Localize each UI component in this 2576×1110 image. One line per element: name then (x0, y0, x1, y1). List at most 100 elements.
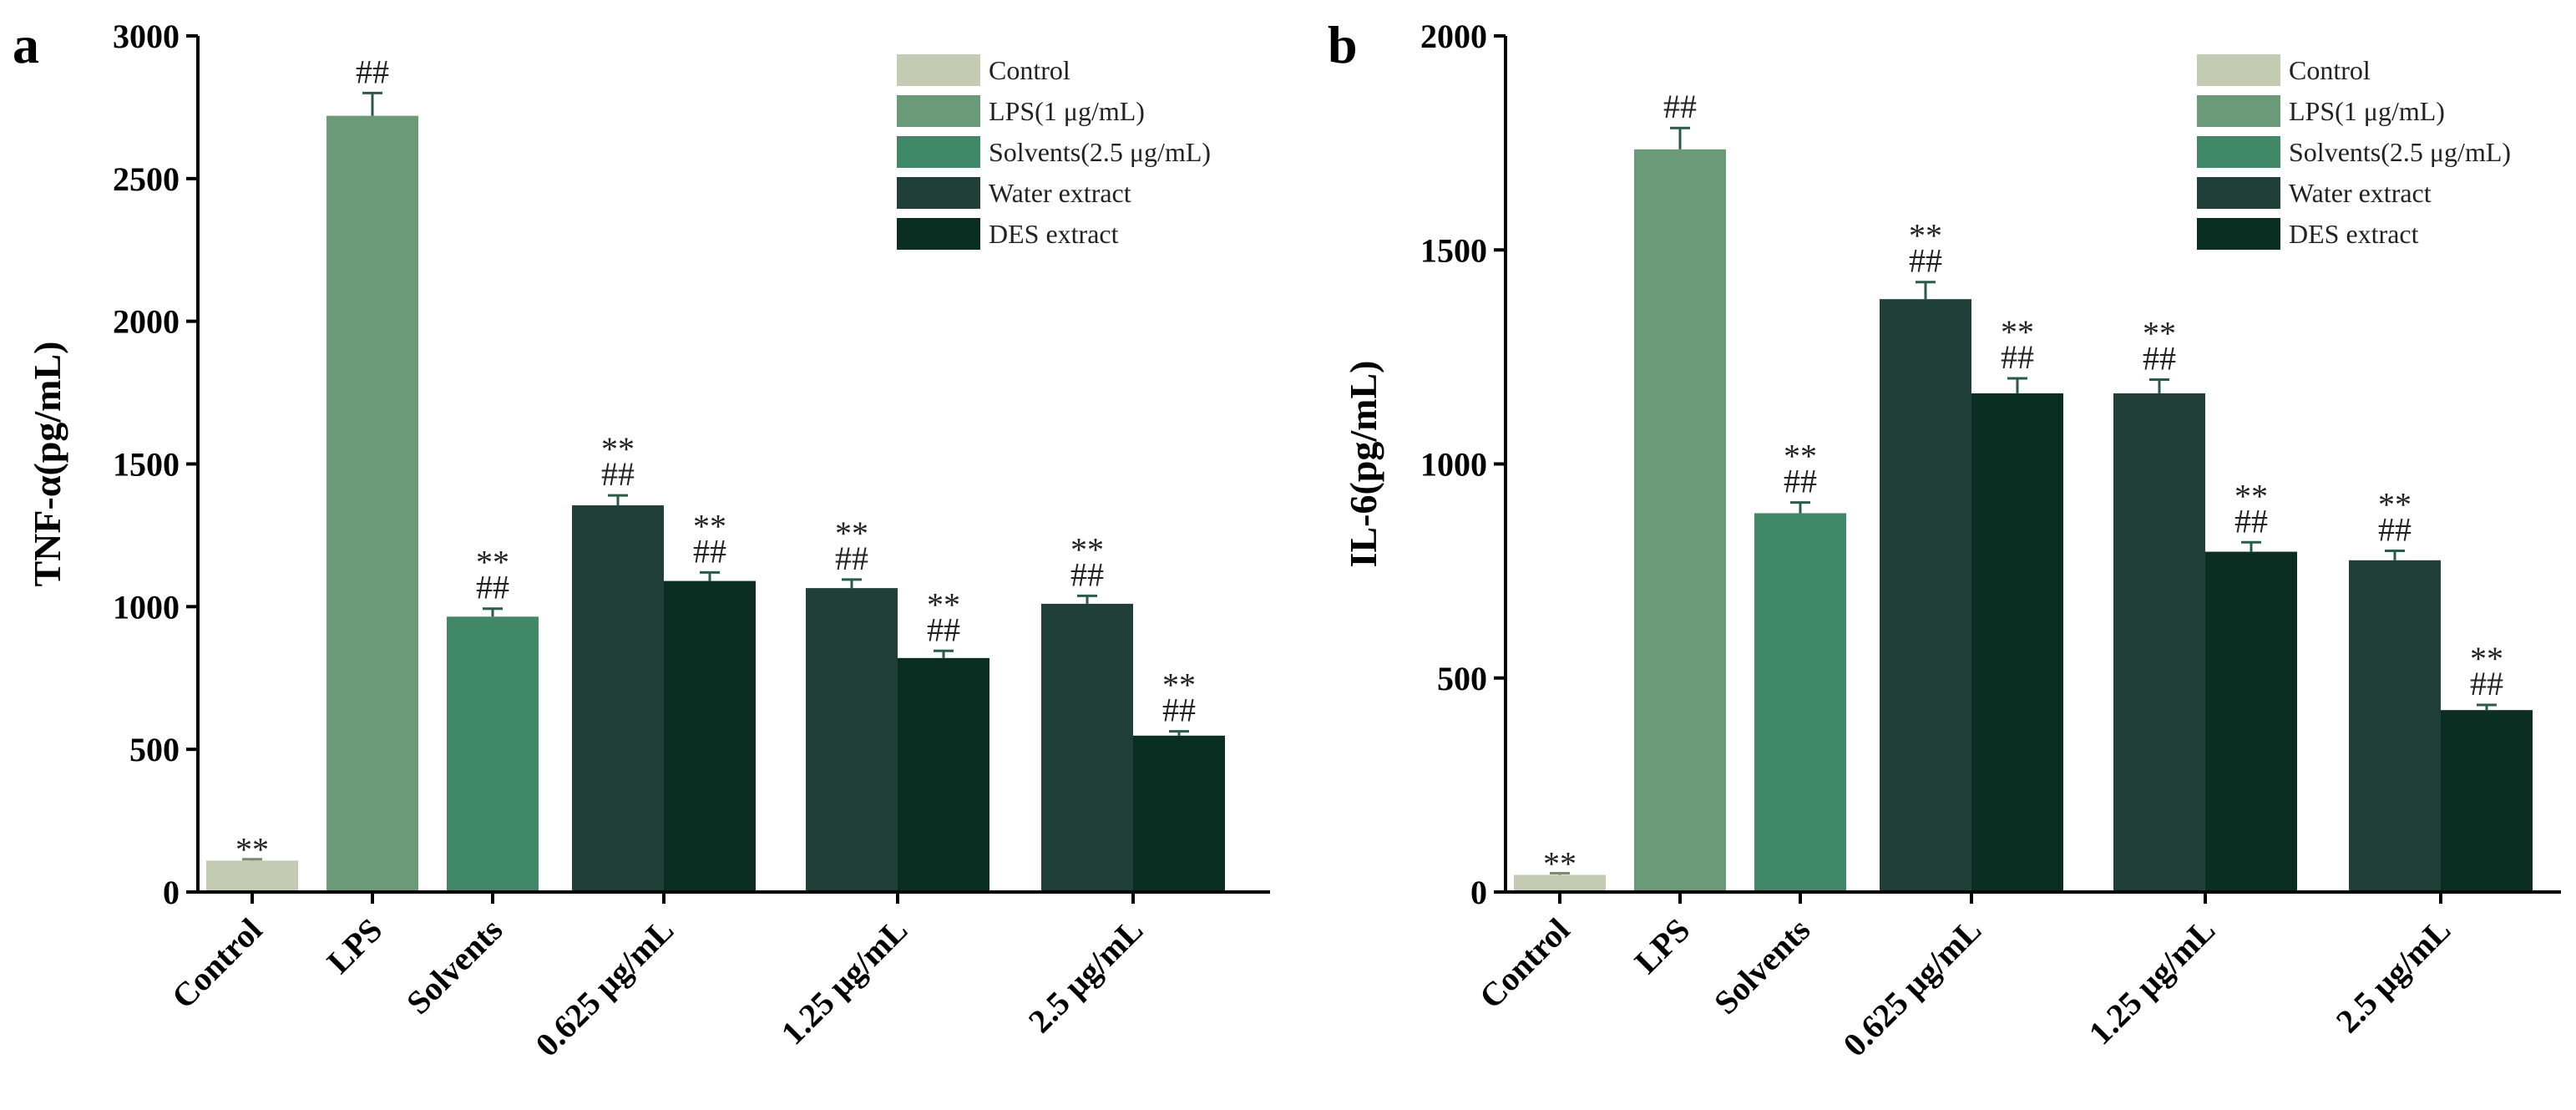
y-tick-label: 0 (163, 874, 180, 911)
y-tick-label: 3000 (113, 18, 180, 55)
significance-label: ## (1909, 242, 1942, 280)
y-tick-label: 0 (1470, 874, 1487, 911)
bar (206, 860, 298, 892)
significance-label: ## (1784, 463, 1817, 500)
y-tick-label: 2000 (113, 303, 180, 341)
bar (572, 505, 664, 892)
bar (898, 657, 989, 892)
significance-label: ## (835, 540, 868, 577)
bar (1971, 393, 2063, 892)
panel-letter: b (1328, 15, 1358, 74)
legend-swatch (897, 218, 980, 250)
significance-label: ** (927, 585, 960, 623)
y-tick-label: 500 (1437, 660, 1487, 697)
legend-swatch (897, 177, 980, 209)
significance-label: ## (1663, 88, 1697, 125)
legend-label: Water extract (989, 178, 1131, 208)
y-tick-label: 1000 (113, 588, 180, 626)
bar (806, 588, 898, 892)
significance-label: ** (835, 514, 868, 552)
legend-swatch (2197, 177, 2280, 209)
bar (447, 616, 539, 892)
y-tick-label: 2000 (1420, 18, 1487, 55)
significance-label: ## (356, 53, 389, 90)
x-tick-label: Control (164, 911, 270, 1016)
x-tick-label: 2.5 μg/mL (1021, 911, 1151, 1041)
x-tick-label: Solvents (399, 911, 509, 1021)
significance-label: ## (2378, 511, 2412, 549)
y-tick-label: 2500 (113, 160, 180, 198)
legend-swatch (2197, 95, 2280, 127)
significance-label: ## (2143, 340, 2176, 378)
bar (1133, 735, 1225, 892)
significance-label: ## (1070, 555, 1104, 593)
significance-label: ## (2234, 502, 2268, 540)
significance-label: ## (476, 569, 509, 606)
y-tick-label: 500 (129, 731, 180, 768)
legend-label: Control (989, 55, 1070, 85)
bar (1041, 603, 1133, 892)
x-tick-label: 0.625 μg/mL (1835, 911, 1988, 1064)
significance-label: ** (2234, 477, 2268, 514)
panel-a: a**##**##**##**## **##**##**##**##0500100… (13, 15, 1270, 1064)
x-tick-label: 1.25 μg/mL (2082, 911, 2223, 1052)
significance-label: ## (2470, 665, 2503, 702)
x-tick-label: Control (1472, 911, 1577, 1016)
bar (1880, 299, 1971, 892)
panel-b: b**##**##**##**##**##**## **##**##0500100… (1328, 15, 2561, 1064)
legend-label: Solvents(2.5 μg/mL) (2289, 137, 2511, 167)
significance-label: ** (1784, 438, 1817, 475)
significance-label: ** (1162, 667, 1196, 704)
legend-swatch (2197, 218, 2280, 250)
legend-label: Water extract (2289, 178, 2432, 208)
legend-swatch (897, 95, 980, 127)
legend-swatch (2197, 136, 2280, 168)
significance-label: ** (1070, 530, 1104, 568)
bar (664, 580, 756, 892)
bar (1634, 149, 1726, 892)
significance-label: ** (476, 544, 509, 581)
legend-label: DES extract (2289, 219, 2419, 249)
bar (326, 115, 418, 892)
significance-label: ## (601, 455, 635, 493)
bar (2441, 710, 2533, 892)
legend-swatch (897, 54, 980, 86)
significance-label: ** (2378, 486, 2412, 524)
bar (2113, 393, 2205, 892)
x-tick-label: 0.625 μg/mL (528, 911, 681, 1064)
x-tick-label: LPS (320, 911, 390, 981)
significance-label: ** (2470, 640, 2503, 677)
legend-label: LPS(1 μg/mL) (989, 96, 1145, 126)
y-tick-label: 1000 (1420, 446, 1487, 484)
y-axis-label: IL-6(pg/mL) (1342, 361, 1384, 568)
legend-swatch (2197, 54, 2280, 86)
y-tick-label: 1500 (113, 446, 180, 484)
x-tick-label: 1.25 μg/mL (774, 911, 915, 1052)
legend-label: LPS(1 μg/mL) (2289, 96, 2445, 126)
x-tick-label: Solvents (1707, 911, 1817, 1021)
legend-label: Solvents(2.5 μg/mL) (989, 137, 1211, 167)
significance-label: ## (927, 611, 960, 648)
significance-label: ** (235, 831, 269, 869)
x-tick-label: LPS (1627, 911, 1698, 981)
bar (1754, 513, 1846, 892)
legend-swatch (897, 136, 980, 168)
significance-label: ** (1909, 217, 1942, 255)
significance-label: ** (2143, 315, 2176, 352)
significance-label: ** (693, 507, 726, 545)
panel-letter: a (13, 15, 39, 74)
significance-label: ** (2001, 313, 2034, 351)
bar (2349, 560, 2441, 892)
x-tick-label: 2.5 μg/mL (2329, 911, 2458, 1041)
significance-label: ** (1543, 844, 1576, 882)
bar (1514, 874, 1606, 892)
significance-label: ## (693, 532, 726, 570)
legend-label: Control (2289, 55, 2371, 85)
y-axis-label: TNF-α(pg/mL) (26, 342, 68, 587)
bar (2205, 551, 2297, 892)
legend-label: DES extract (989, 219, 1119, 249)
y-tick-label: 1500 (1420, 231, 1487, 269)
significance-label: ** (601, 430, 635, 468)
significance-label: ## (2001, 338, 2034, 376)
